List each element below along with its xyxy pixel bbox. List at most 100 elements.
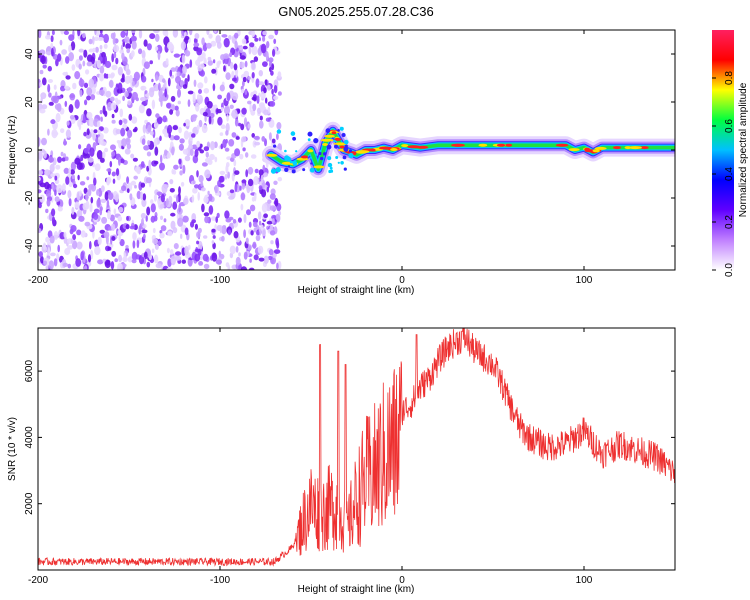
noise-blob	[162, 128, 168, 135]
noise-blob	[149, 60, 153, 65]
noise-blob	[154, 160, 159, 165]
noise-blob	[71, 64, 76, 71]
noise-blob	[42, 64, 47, 69]
noise-blob	[212, 83, 216, 92]
noise-blob	[242, 147, 246, 152]
noise-blob	[65, 176, 70, 185]
noise-blob	[189, 30, 193, 36]
noise-blob	[149, 88, 155, 98]
noise-blob	[97, 136, 104, 145]
noise-blob	[90, 94, 96, 101]
noise-blob	[211, 240, 215, 245]
noise-blob	[146, 261, 151, 268]
noise-blob	[229, 189, 235, 194]
noise-blob	[111, 64, 118, 71]
noise-blob	[197, 82, 204, 89]
noise-blob	[61, 49, 67, 55]
noise-blob	[98, 89, 105, 96]
noise-blob	[39, 182, 46, 188]
track-scatter	[342, 155, 347, 160]
noise-blob	[38, 176, 41, 182]
noise-blob	[119, 108, 124, 118]
noise-blob	[51, 208, 56, 217]
noise-blob	[111, 250, 117, 257]
noise-blob	[105, 73, 109, 79]
noise-blob	[253, 227, 257, 233]
noise-blob	[40, 255, 44, 264]
noise-blob	[183, 122, 186, 127]
track-hotspot	[594, 146, 607, 150]
noise-blob	[107, 73, 111, 79]
noise-blob	[257, 245, 264, 255]
noise-blob	[115, 57, 119, 65]
noise-blob	[138, 48, 143, 55]
noise-blob	[194, 253, 201, 262]
noise-blob	[111, 171, 116, 177]
noise-blob	[159, 232, 165, 239]
noise-blob	[265, 97, 268, 104]
y-tick-label: 20	[24, 96, 35, 108]
noise-blob	[271, 218, 275, 224]
noise-blob	[275, 214, 280, 222]
noise-blob	[70, 161, 76, 171]
noise-blob	[275, 237, 279, 246]
noise-blob	[170, 255, 176, 266]
noise-blob	[101, 51, 106, 58]
noise-blob	[85, 69, 90, 75]
noise-blob	[270, 70, 274, 76]
colorbar-tick-label: 0.2	[724, 215, 735, 229]
noise-blob	[180, 181, 185, 187]
noise-blob	[179, 80, 184, 87]
noise-blob	[225, 130, 229, 136]
noise-blob	[198, 175, 204, 183]
noise-blob	[126, 68, 131, 76]
noise-blob	[176, 85, 180, 90]
noise-blob	[103, 127, 109, 134]
noise-blob	[231, 132, 237, 138]
noise-blob	[223, 106, 231, 115]
track-scatter	[325, 128, 331, 134]
track-scatter	[326, 144, 332, 150]
noise-blob	[87, 188, 92, 197]
noise-blob	[201, 187, 206, 192]
noise-blob	[252, 241, 257, 249]
noise-blob	[135, 97, 139, 102]
noise-blob	[166, 267, 173, 270]
noise-blob	[143, 233, 146, 240]
noise-blob	[159, 203, 165, 209]
noise-blob	[177, 88, 181, 98]
track-hotspot	[307, 149, 314, 153]
noise-blob	[215, 259, 222, 265]
noise-blob	[169, 109, 174, 115]
noise-blob	[117, 82, 123, 91]
noise-blob	[146, 165, 150, 172]
noise-blob	[167, 77, 171, 87]
noise-blob	[42, 77, 47, 86]
track-hotspot	[322, 143, 329, 146]
noise-blob	[102, 55, 106, 65]
noise-blob	[233, 159, 237, 167]
noise-blob	[182, 65, 187, 74]
noise-blob	[109, 160, 113, 168]
noise-blob	[162, 78, 166, 83]
track-scatter	[275, 167, 281, 173]
noise-blob	[270, 240, 274, 245]
noise-blob	[125, 43, 131, 50]
track-scatter	[313, 138, 319, 144]
noise-blob	[212, 235, 216, 239]
noise-blob	[97, 129, 101, 135]
noise-blob	[197, 248, 202, 256]
noise-blob	[274, 30, 279, 36]
noise-blob	[224, 210, 230, 219]
noise-blob	[153, 194, 157, 202]
noise-blob	[63, 138, 67, 146]
noise-blob	[57, 53, 62, 62]
noise-blob	[82, 202, 89, 211]
noise-blob	[198, 261, 204, 266]
noise-blob	[68, 44, 72, 53]
noise-blob	[92, 47, 96, 53]
noise-blob	[103, 43, 108, 49]
noise-blob	[105, 90, 112, 98]
y-tick-label: 0	[24, 147, 35, 153]
noise-blob	[202, 253, 209, 262]
